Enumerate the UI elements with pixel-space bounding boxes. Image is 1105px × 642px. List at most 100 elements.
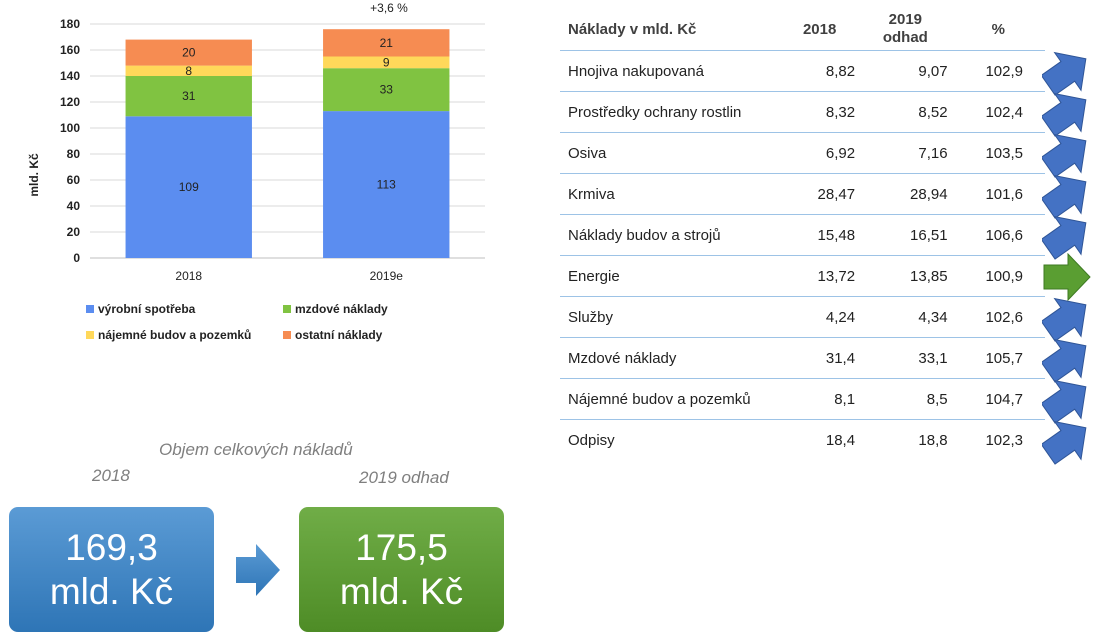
x-axis-categories: 2018 2019e [175,269,403,283]
value-percent: 102,9 [951,50,1045,92]
header-2019-estimate: odhad [882,29,928,46]
x-tick-label: 2018 [175,269,202,283]
trend-up-arrow-icon [1042,379,1087,424]
bar-segment [125,76,252,117]
cost-name: Odpisy [568,431,615,449]
header-2019: 2019 odhad [859,8,952,51]
bar-segment [125,116,252,258]
header-percent: % [951,8,1045,51]
value-percent: 105,7 [951,337,1045,379]
y-tick-label: 40 [67,199,81,213]
chart-bars [125,29,450,258]
data-label: 113 [377,178,396,192]
total-2019-box: 175,5 mld. Kč [299,507,504,632]
legend-label: nájemné budov a pozemků [98,328,252,342]
value-2018: 15,48 [780,214,860,256]
y-axis-title: mld. Kč [27,153,41,197]
table-row: Služby 4,24 4,34 102,6 [560,296,1045,338]
data-label: 109 [179,180,199,194]
table-row: Náklady budov a strojů 15,48 16,51 106,6 [560,214,1045,256]
value-percent: 106,6 [951,214,1045,256]
total-2018-box: 169,3 mld. Kč [9,507,214,632]
value-2019: 16,51 [859,214,952,256]
value-2018: 31,4 [780,337,860,379]
value-2019: 9,07 [859,50,952,92]
value-2019: 8,5 [859,378,952,420]
table-row: Osiva 6,92 7,16 103,5 [560,132,1045,174]
legend-item-vyrobni-spotreba: výrobní spotřeba [86,302,195,316]
legend-item-ostatni-naklady: ostatní náklady [283,328,382,342]
value-2019: 13,85 [859,255,952,297]
header-name: Náklady v mld. Kč [560,8,781,51]
value-percent: 100,9 [951,255,1045,297]
value-percent: 102,3 [985,431,1023,449]
totals-label-2019: 2019 odhad [359,468,449,487]
legend-item-najemne: nájemné budov a pozemků [86,328,251,342]
trend-up-arrow-icon [1042,174,1087,219]
table-row: Mzdové náklady 31,4 33,1 105,7 [560,337,1045,379]
legend-label: ostatní náklady [295,328,383,342]
trend-up-arrow-icon [1042,215,1087,260]
total-2018-value: 169,3 [65,526,158,568]
y-tick-label: 100 [60,121,80,135]
x-tick-label: 2019e [370,269,404,283]
chart-data-labels: 109 31 8 20 113 33 9 21 [179,36,396,194]
total-2019-unit: mld. Kč [339,570,464,612]
bar-segment [125,39,252,66]
right-arrow-icon [236,544,280,596]
value-percent: 101,6 [951,173,1045,215]
total-2019-value: 175,5 [355,526,448,568]
legend-swatch [283,305,291,313]
trend-up-arrow-icon [1042,297,1087,342]
trend-flat-arrow-icon [1043,252,1091,301]
trend-up-arrow-icon [1042,338,1087,383]
cost-name: Krmiva [560,173,781,215]
value-percent: 102,6 [951,296,1045,338]
value-2018: 13,72 [780,255,860,297]
data-label: 20 [182,46,196,60]
y-axis-ticks: 0 20 40 60 80 100 120 140 160 180 [60,17,80,265]
table-row: Energie 13,72 13,85 100,9 [560,255,1045,297]
table-row: Hnojiva nakupovaná 8,82 9,07 102,9 [560,50,1045,92]
y-tick-label: 120 [60,95,80,109]
data-label: 21 [380,36,394,50]
cost-name: Nájemné budov a pozemků [560,378,781,420]
value-2019: 4,34 [859,296,952,338]
table-row: Nájemné budov a pozemků 8,1 8,5 104,7 [560,378,1045,420]
bar-segment [323,68,450,112]
legend-label: mzdové náklady [295,302,388,316]
y-tick-label: 140 [60,69,80,83]
cost-name: Hnojiva nakupovaná [560,50,781,92]
legend-item-mzdove-naklady: mzdové náklady [283,302,388,316]
table-header-row: Náklady v mld. Kč 2018 2019 odhad % [560,8,1045,51]
legend-swatch [86,305,94,313]
table-row: Prostředky ochrany rostlin 8,32 8,52 102… [560,91,1045,133]
value-2018: 6,92 [780,132,860,174]
bar-segment [125,65,252,76]
y-tick-label: 20 [67,225,81,239]
value-percent: 102,4 [951,91,1045,133]
value-2019: 18,8 [918,431,948,449]
value-2019: 8,52 [859,91,952,133]
cost-name: Služby [560,296,781,338]
legend-swatch [283,331,291,339]
trend-up-arrow-icon [1042,420,1087,465]
header-2019-year: 2019 [888,11,923,28]
value-percent: 104,7 [951,378,1045,420]
value-2018: 8,1 [780,378,860,420]
table-row: Krmiva 28,47 28,94 101,6 [560,173,1045,215]
change-annotation: +3,6 % [370,1,408,15]
value-2018: 4,24 [780,296,860,338]
y-tick-label: 80 [67,147,81,161]
y-tick-label: 160 [60,43,80,57]
value-percent: 103,5 [951,132,1045,174]
data-label: 31 [182,89,196,103]
totals-caption: Objem celkových nákladů [159,440,353,459]
cost-name: Prostředky ochrany rostlin [560,91,781,133]
value-2019: 28,94 [859,173,952,215]
cost-name: Mzdové náklady [560,337,781,379]
value-2018: 18,4 [825,431,856,449]
trend-up-arrow-icon [1042,92,1087,137]
cost-name: Energie [560,255,781,297]
value-2019: 33,1 [859,337,952,379]
